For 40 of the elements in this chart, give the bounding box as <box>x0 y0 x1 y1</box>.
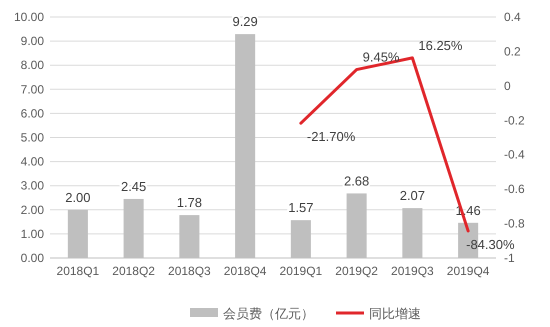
x-tick-label: 2019Q1 <box>280 264 323 278</box>
data-label: 2.45 <box>120 178 146 194</box>
data-label: 2.68 <box>344 173 370 188</box>
data-label: 9.45% <box>362 50 400 65</box>
data-label: -84.30% <box>466 236 515 252</box>
y-tick-label: 9.00 <box>20 34 44 48</box>
y-tick-label: 5.00 <box>20 130 44 144</box>
data-label: 2.07 <box>400 188 426 204</box>
data-label: 1.57 <box>288 200 314 216</box>
y2-tick-label: -0.2 <box>504 113 526 128</box>
x-tick-label: 2019Q2 <box>335 264 378 278</box>
y-tick-label: 3.00 <box>20 178 44 193</box>
y2-tick-label: 0.2 <box>504 44 522 58</box>
y-tick-label: 2.00 <box>20 202 44 217</box>
data-label: -21.70% <box>306 129 356 144</box>
x-tick-label: 2019Q4 <box>446 264 490 278</box>
y-tick-label: 1.00 <box>20 226 44 241</box>
y-tick-label: 7.00 <box>20 82 44 96</box>
x-tick-label: 2018Q1 <box>56 264 100 278</box>
y-tick-label: 0.00 <box>20 251 44 265</box>
data-label: 9.29 <box>232 14 258 30</box>
y2-tick-label: 0.4 <box>504 10 522 24</box>
y-tick-label: 8.00 <box>20 58 44 72</box>
x-tick-label: 2018Q2 <box>112 264 156 278</box>
y2-tick-label: 0 <box>504 78 511 93</box>
data-label: 16.25% <box>418 38 463 53</box>
y2-tick-label: -0.6 <box>504 182 526 196</box>
y2-tick-label: -0.8 <box>504 216 526 231</box>
legend-label: 会员费（亿元） <box>223 306 314 321</box>
x-tick-label: 2019Q3 <box>391 264 434 278</box>
data-label: 1.78 <box>176 195 202 210</box>
legend-label: 同比增速 <box>369 306 421 321</box>
y2-tick-label: -1 <box>504 251 515 265</box>
y-tick-label: 6.00 <box>20 106 44 120</box>
y2-tick-label: -0.4 <box>504 148 526 162</box>
x-tick-label: 2018Q4 <box>224 264 267 278</box>
y-tick-label: 10.00 <box>14 10 44 24</box>
data-label: 2.00 <box>65 190 91 205</box>
y-tick-label: 4.00 <box>20 154 44 169</box>
x-tick-label: 2018Q3 <box>168 264 212 278</box>
